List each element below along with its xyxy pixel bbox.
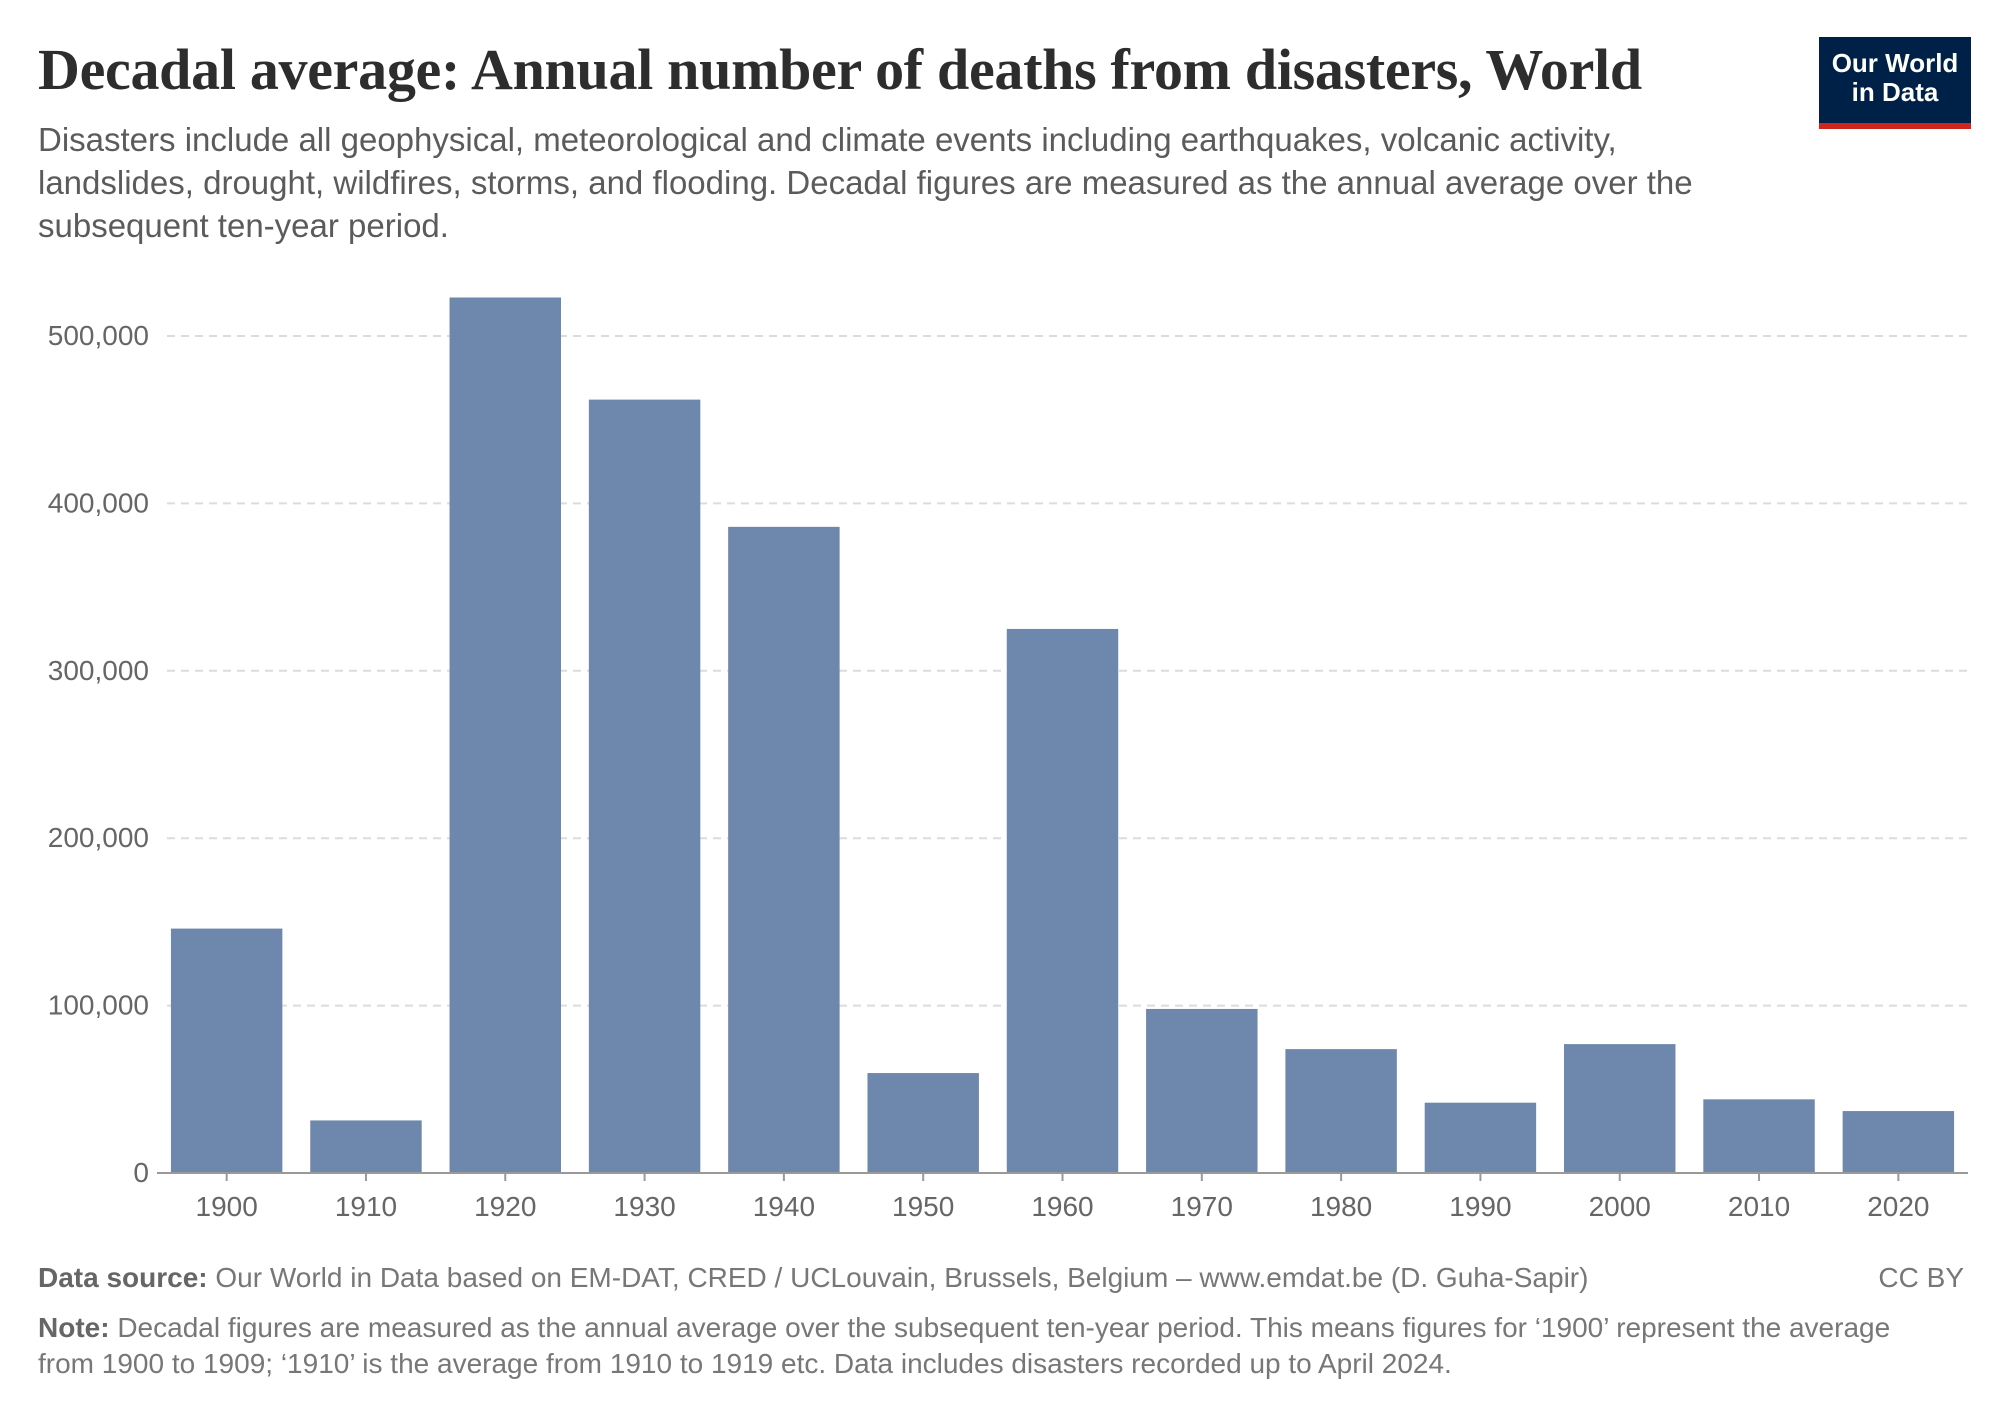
data-source: Data source: Our World in Data based on … bbox=[38, 1262, 1588, 1294]
x-tick-label: 2020 bbox=[1867, 1191, 1929, 1222]
bar-1980[interactable] bbox=[1285, 1049, 1397, 1173]
bar-1930[interactable] bbox=[588, 399, 701, 1173]
bar-1960[interactable] bbox=[1006, 628, 1119, 1173]
x-tick-label: 1920 bbox=[474, 1191, 536, 1222]
bar-1940[interactable] bbox=[728, 526, 840, 1173]
note-label: Note: bbox=[38, 1312, 110, 1343]
x-tick-label: 1930 bbox=[613, 1191, 675, 1222]
x-tick-label: 1900 bbox=[196, 1191, 258, 1222]
source-label: Data source: bbox=[38, 1262, 208, 1293]
bar-1920[interactable] bbox=[449, 297, 561, 1173]
x-tick-label: 1970 bbox=[1171, 1191, 1233, 1222]
source-text: Our World in Data based on EM-DAT, CRED … bbox=[207, 1262, 1589, 1293]
bar-2020[interactable] bbox=[1842, 1111, 1955, 1173]
chart-title: Decadal average: Annual number of deaths… bbox=[38, 37, 1642, 102]
bar-1900[interactable] bbox=[170, 928, 283, 1173]
y-tick-label: 200,000 bbox=[48, 822, 149, 853]
bar-2000[interactable] bbox=[1564, 1044, 1676, 1173]
x-tick-label: 1990 bbox=[1449, 1191, 1511, 1222]
bar-1910[interactable] bbox=[310, 1120, 422, 1173]
x-tick-label: 2000 bbox=[1589, 1191, 1651, 1222]
bar-1990[interactable] bbox=[1424, 1102, 1537, 1173]
bar-1950[interactable] bbox=[867, 1073, 979, 1173]
x-tick-label: 1950 bbox=[892, 1191, 954, 1222]
chart-subtitle: Disasters include all geophysical, meteo… bbox=[38, 121, 1693, 244]
y-tick-label: 300,000 bbox=[48, 655, 149, 686]
bar-2010[interactable] bbox=[1703, 1099, 1815, 1173]
x-tick-label: 1960 bbox=[1031, 1191, 1093, 1222]
y-tick-label: 0 bbox=[133, 1157, 149, 1188]
chart-note: Note: Decadal figures are measured as th… bbox=[38, 1310, 1918, 1382]
y-tick-label: 400,000 bbox=[48, 487, 149, 518]
y-tick-label: 500,000 bbox=[48, 320, 149, 351]
license-link[interactable]: CC BY bbox=[1878, 1262, 1964, 1293]
x-tick-label: 1940 bbox=[753, 1191, 815, 1222]
x-tick-label: 1910 bbox=[335, 1191, 397, 1222]
note-text: Decadal figures are measured as the annu… bbox=[38, 1312, 1891, 1379]
x-tick-label: 2010 bbox=[1728, 1191, 1790, 1222]
logo-line-1: Our World bbox=[1831, 48, 1959, 78]
x-tick-label: 1980 bbox=[1310, 1191, 1372, 1222]
bar-1970[interactable] bbox=[1146, 1008, 1258, 1173]
logo-line-2: in Data bbox=[1851, 77, 1939, 107]
y-tick-label: 100,000 bbox=[48, 990, 149, 1021]
owid-logo[interactable]: Our World in Data bbox=[1819, 37, 1971, 129]
